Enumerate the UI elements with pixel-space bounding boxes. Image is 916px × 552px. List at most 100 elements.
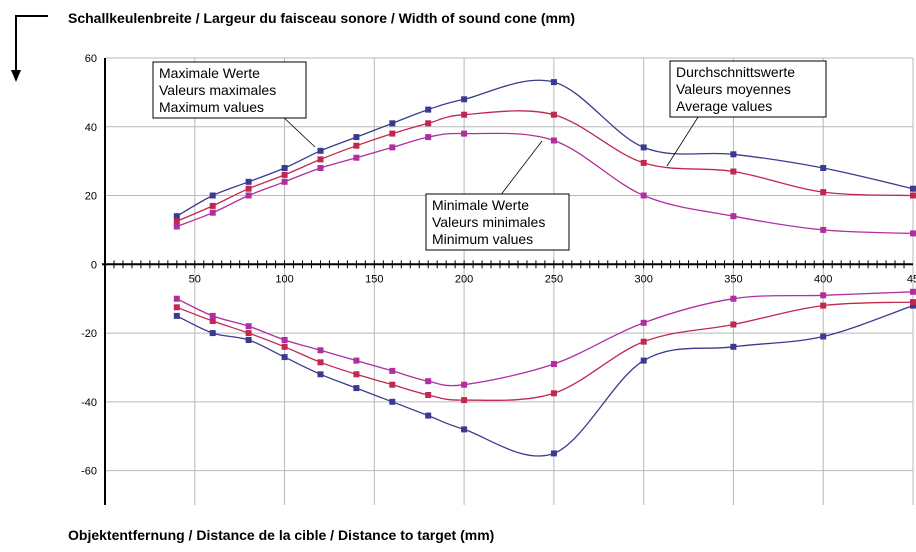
annotation-box-min	[425, 193, 570, 251]
data-point-max_neg	[910, 302, 916, 309]
data-point-avg_neg	[317, 359, 324, 366]
data-point-max_pos	[209, 192, 216, 199]
annotation-text-avg: Average values	[676, 98, 772, 114]
data-point-max_pos	[281, 165, 288, 171]
y-tick-label: 20	[85, 191, 97, 203]
y-axis-title: Schallkeulenbreite / Largeur du faisceau…	[68, 10, 576, 26]
data-point-min_neg	[245, 323, 252, 330]
data-point-avg_pos	[910, 192, 916, 199]
y-tick-label: -60	[81, 466, 97, 478]
data-point-max_neg	[281, 354, 288, 361]
chart-axes: -60 -40 -20 0 20 40 60 50 100 150 200 250 300 350 400 4…	[81, 53, 916, 505]
data-point-avg_pos	[281, 171, 288, 178]
data-point-max_neg	[550, 450, 557, 457]
data-point-max_neg	[389, 398, 396, 405]
data-point-max_pos	[353, 134, 360, 141]
data-point-max_pos	[461, 96, 468, 103]
data-point-max_pos	[245, 178, 252, 185]
data-point-max_pos	[173, 213, 180, 220]
data-point-max_pos	[640, 144, 647, 151]
data-point-max_neg	[640, 357, 647, 364]
data-point-avg_pos	[640, 159, 647, 166]
data-point-max_neg	[353, 385, 360, 392]
arrow-icon	[11, 15, 48, 82]
data-point-min_neg	[461, 381, 468, 388]
data-point-avg_pos	[209, 202, 216, 209]
data-point-avg_neg	[389, 381, 396, 388]
data-point-max_neg	[425, 412, 432, 419]
data-point-max_pos	[730, 151, 737, 158]
data-point-min_neg	[910, 288, 916, 295]
x-tick-label: 50	[189, 273, 201, 285]
data-point-max_neg	[461, 426, 468, 433]
data-point-max_neg	[209, 330, 216, 337]
data-point-avg_neg	[820, 302, 827, 309]
data-point-min_neg	[389, 367, 396, 374]
data-point-min_pos	[281, 178, 288, 185]
data-point-avg_neg	[209, 318, 216, 324]
x-tick-label: 150	[365, 273, 383, 285]
annotation-text-min: Valeurs minimales	[432, 214, 545, 230]
data-point-max_pos	[820, 165, 827, 171]
data-point-max_neg	[317, 371, 324, 378]
data-point-max_neg	[730, 343, 737, 350]
data-point-min_pos	[461, 130, 468, 137]
annotation-text-avg: Valeurs moyennes	[676, 81, 791, 97]
data-point-min_neg	[820, 292, 827, 299]
data-point-min_neg	[173, 295, 180, 302]
x-tick-label: 250	[545, 273, 563, 285]
data-point-avg_pos	[461, 111, 468, 118]
series-line-avg_neg	[176, 301, 914, 402]
x-tick-label: 400	[814, 273, 832, 285]
data-point-max_pos	[425, 106, 432, 113]
x-tick-label: 45	[907, 273, 916, 285]
data-point-min_pos	[353, 154, 360, 161]
data-point-avg_pos	[173, 218, 180, 225]
data-point-max_pos	[317, 147, 324, 154]
data-point-avg_pos	[353, 142, 360, 149]
annotation-text-avg: Durchschnittswerte	[676, 64, 795, 80]
x-tick-label: 100	[275, 273, 293, 285]
data-point-max_neg	[173, 312, 180, 319]
x-tick-label: 200	[455, 273, 473, 285]
annotation-text-max: Maximum values	[159, 99, 264, 115]
chart-series	[173, 79, 916, 457]
data-point-avg_neg	[550, 390, 557, 397]
data-point-avg_pos	[245, 185, 252, 192]
data-point-avg_neg	[281, 343, 288, 350]
y-tick-label: 40	[85, 122, 97, 134]
data-point-min_pos	[820, 226, 827, 233]
annotation-text-max: Valeurs maximales	[159, 82, 276, 98]
annotation-box-avg	[669, 60, 827, 118]
x-tick-label: 350	[724, 273, 742, 285]
data-point-avg_pos	[820, 189, 827, 196]
data-point-min_pos	[550, 137, 557, 144]
data-point-avg_pos	[550, 111, 557, 118]
data-point-avg_neg	[910, 299, 916, 306]
data-point-min_pos	[245, 192, 252, 199]
data-point-avg_neg	[425, 392, 432, 398]
data-point-min_pos	[173, 223, 180, 230]
annotation-leader-min	[499, 140, 543, 197]
data-point-max_neg	[245, 337, 252, 343]
series-line-max_neg	[176, 304, 914, 457]
y-tick-label: -40	[81, 397, 97, 409]
data-point-max_pos	[389, 120, 396, 127]
data-point-min_pos	[209, 209, 216, 216]
data-point-avg_pos	[730, 168, 737, 175]
data-point-avg_neg	[173, 304, 180, 311]
y-tick-label: 60	[85, 53, 97, 65]
chart-grid	[105, 57, 914, 505]
y-tick-label: -20	[81, 328, 97, 340]
data-point-avg_neg	[461, 397, 468, 404]
data-point-avg_neg	[640, 338, 647, 345]
annotation-text-min: Minimum values	[432, 231, 533, 247]
data-point-avg_neg	[245, 330, 252, 337]
data-point-min_neg	[353, 357, 360, 364]
data-point-min_neg	[281, 337, 288, 343]
data-point-min_neg	[425, 378, 432, 385]
data-point-min_pos	[640, 192, 647, 199]
data-point-min_neg	[640, 319, 647, 326]
annotation-box-max	[152, 61, 307, 119]
